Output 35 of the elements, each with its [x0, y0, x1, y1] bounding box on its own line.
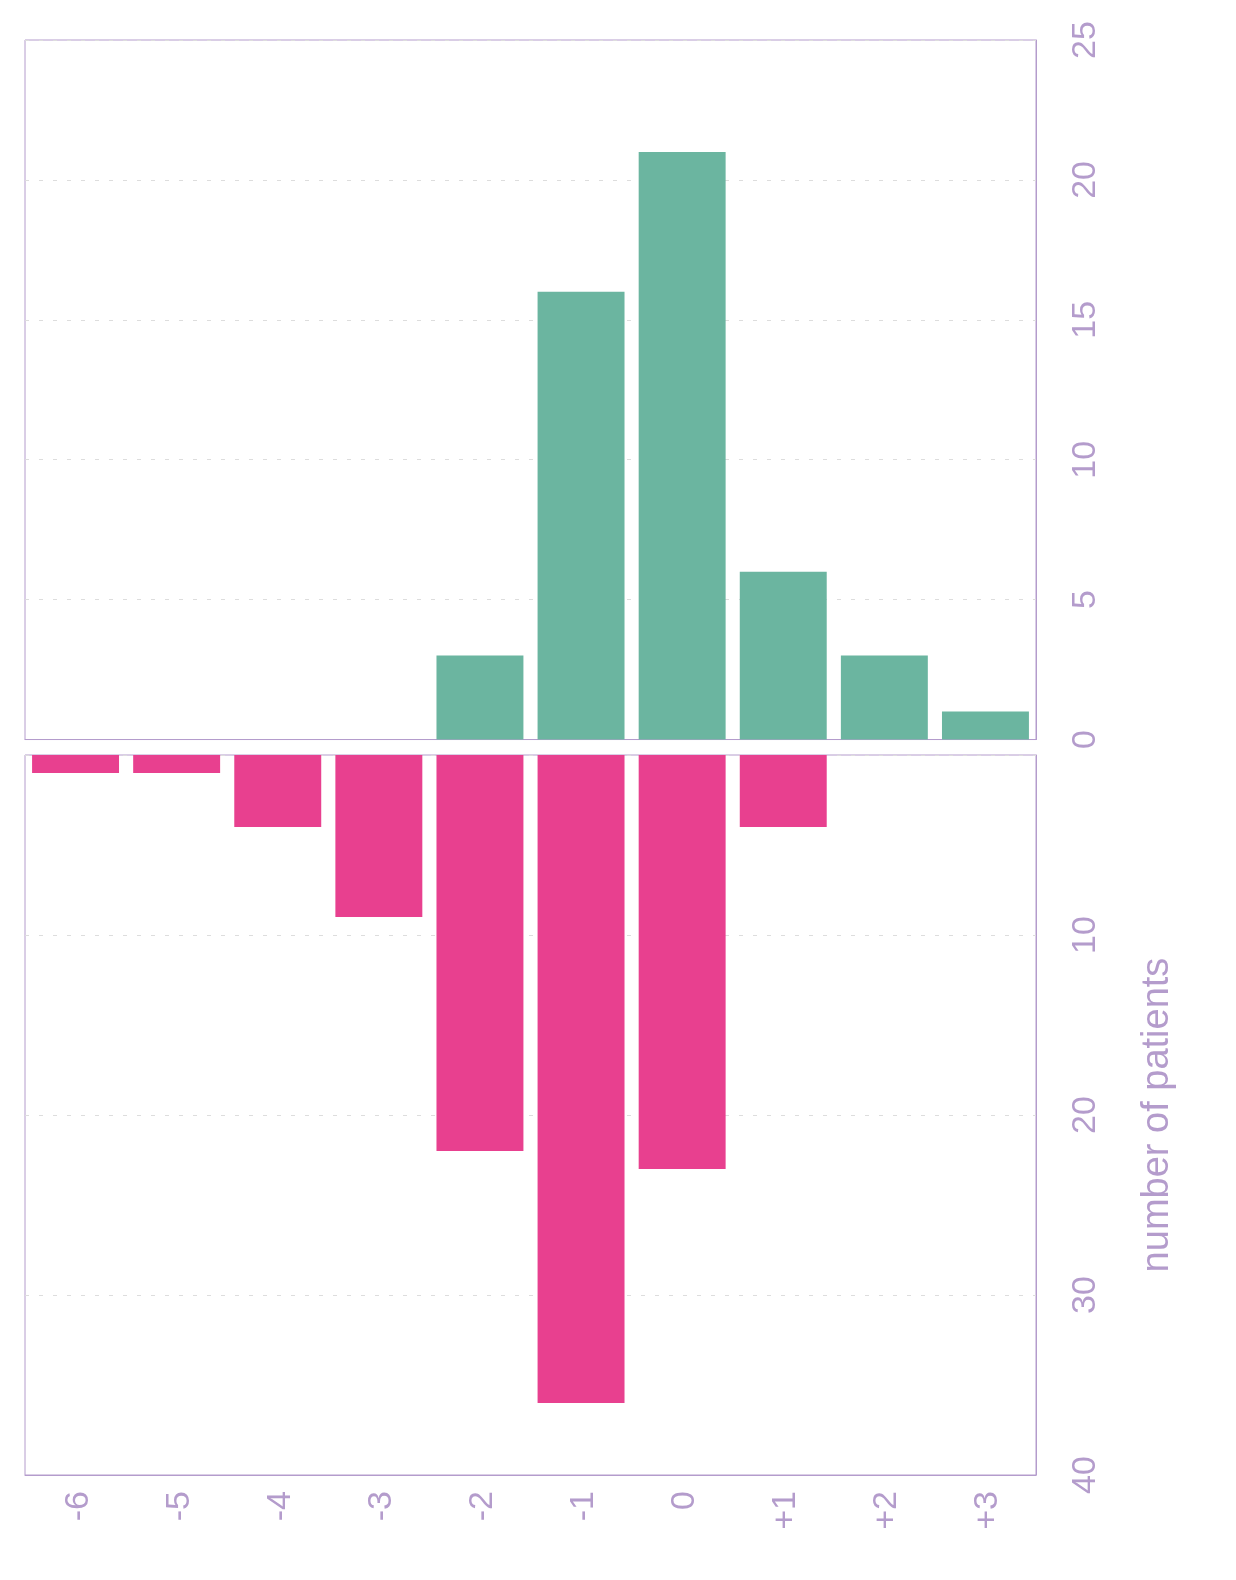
y-tick-label: 10	[1064, 916, 1102, 954]
x-tick-label: +3	[966, 1491, 1005, 1530]
x-tick-label: -1	[562, 1491, 601, 1522]
y-tick-label: 15	[1064, 300, 1102, 339]
bar	[840, 655, 928, 740]
x-tick-label: -3	[359, 1491, 398, 1522]
y-tick-label: 25	[1064, 21, 1102, 59]
y-tick-label: 5	[1064, 590, 1102, 610]
bar	[537, 291, 625, 740]
x-tick-label: +2	[865, 1491, 904, 1530]
x-tick-label: +1	[764, 1491, 803, 1530]
bar	[638, 151, 726, 740]
y-tick-label: 20	[1064, 161, 1102, 199]
bar	[638, 755, 726, 1169]
y-tick-label: 30	[1064, 1276, 1102, 1314]
x-tick-label: -5	[157, 1491, 196, 1522]
bar	[739, 571, 827, 740]
y-axis-title: number of patients	[1134, 957, 1176, 1273]
bar	[739, 755, 827, 827]
bar	[941, 711, 1029, 740]
bar	[133, 755, 221, 773]
x-tick-label: -6	[56, 1491, 95, 1522]
x-tick-label: -4	[258, 1491, 297, 1522]
bar	[537, 755, 625, 1403]
y-tick-label: 0	[1064, 730, 1102, 750]
bar	[436, 755, 524, 1151]
y-tick-label: 10	[1064, 440, 1102, 479]
y-tick-label: 40	[1064, 1456, 1102, 1494]
bar	[32, 755, 120, 773]
x-tick-label: -2	[460, 1491, 499, 1522]
bar	[335, 755, 423, 917]
bar	[436, 655, 524, 740]
x-tick-label: 0	[663, 1491, 702, 1510]
y-tick-label: 20	[1064, 1096, 1102, 1134]
bar	[234, 755, 322, 827]
